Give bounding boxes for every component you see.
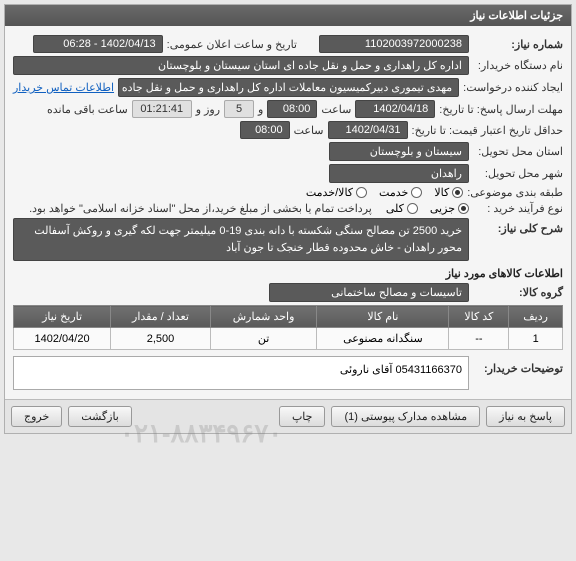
purchase-radio-partial[interactable]: جزیی: [430, 202, 469, 215]
send-deadline-date: 1402/04/18: [355, 100, 435, 118]
buyer-org-value: اداره کل راهداری و حمل و نقل جاده ای است…: [13, 56, 469, 75]
cell-idx: 1: [509, 328, 563, 350]
remain-days: 5: [224, 100, 254, 118]
footer-bar: پاسخ به نیاز مشاهده مدارک پیوستی (1) چاپ…: [5, 399, 571, 433]
need-no-label: شماره نیاز:: [473, 38, 563, 51]
purchase-radio-group: جزیی کلی: [386, 202, 469, 215]
remain-time: 01:21:41: [132, 100, 192, 118]
th-qty: تعداد / مقدار: [111, 306, 211, 328]
price-valid-label: حداقل تاریخ اعتبار قیمت: تا تاریخ:: [412, 124, 563, 137]
topic-radio-both[interactable]: کالا/خدمت: [306, 186, 367, 199]
topic-radio-service[interactable]: خدمت: [379, 186, 422, 199]
th-name: نام کالا: [317, 306, 449, 328]
attachments-button[interactable]: مشاهده مدارک پیوستی (1): [331, 406, 480, 427]
announce-value: 1402/04/13 - 06:28: [33, 35, 163, 53]
price-valid-date: 1402/04/31: [328, 121, 408, 139]
topic-radio-group: کالا خدمت کالا/خدمت: [306, 186, 463, 199]
payment-note: پرداخت تمام یا بخشی از مبلغ خرید،از محل …: [29, 202, 372, 215]
cell-date: 1402/04/20: [14, 328, 111, 350]
cell-code: --: [449, 328, 509, 350]
table-row[interactable]: 1 -- سنگدانه مصنوعی تن 2,500 1402/04/20: [14, 328, 563, 350]
topic-radio-goods[interactable]: کالا: [434, 186, 463, 199]
need-no-value: 1102003972000238: [319, 35, 469, 53]
time-label-1: ساعت: [321, 103, 351, 116]
buyer-notes-label: توضیحات خریدار:: [473, 356, 563, 375]
back-button[interactable]: بازگشت: [68, 406, 132, 427]
items-table: ردیف کد کالا نام کالا واحد شمارش تعداد /…: [13, 305, 563, 350]
panel-body: شماره نیاز: 1102003972000238 تاریخ و ساع…: [5, 26, 571, 399]
panel-title: جزئیات اطلاعات نیاز: [5, 5, 571, 26]
radio-dot-icon: [356, 187, 367, 198]
contact-link[interactable]: اطلاعات تماس خریدار: [13, 81, 114, 94]
exit-button[interactable]: خروج: [11, 406, 62, 427]
requester-label: ایجاد کننده درخواست:: [463, 81, 563, 94]
cell-name: سنگدانه مصنوعی: [317, 328, 449, 350]
requester-value: مهدی تیموری دبیرکمیسیون معاملات اداره کل…: [118, 78, 459, 97]
city-value: راهدان: [329, 164, 469, 183]
items-section-title: اطلاعات کالاهای مورد نیاز: [13, 267, 563, 280]
respond-button[interactable]: پاسخ به نیاز: [486, 406, 565, 427]
radio-dot-icon: [458, 203, 469, 214]
desc-label: شرح کلی نیاز:: [473, 218, 563, 235]
goods-group-value: تاسیسات و مصالح ساختمانی: [269, 283, 469, 302]
city-label: شهر محل تحویل:: [473, 167, 563, 180]
buyer-org-label: نام دستگاه خریدار:: [473, 59, 563, 72]
purchase-radio-partial-label: جزیی: [430, 202, 455, 215]
desc-value: خرید 2500 تن مصالح سنگی شکسته با دانه بن…: [13, 218, 469, 261]
province-label: استان محل تحویل:: [473, 145, 563, 158]
purchase-radio-total[interactable]: کلی: [386, 202, 418, 215]
topic-radio-service-label: خدمت: [379, 186, 408, 199]
send-deadline-label: مهلت ارسال پاسخ: تا تاریخ:: [439, 103, 563, 116]
time-label-2: ساعت: [294, 124, 324, 137]
th-date: تاریخ نیاز: [14, 306, 111, 328]
topic-radio-goods-label: کالا: [434, 186, 449, 199]
details-panel: جزئیات اطلاعات نیاز شماره نیاز: 11020039…: [4, 4, 572, 434]
cell-unit: تن: [210, 328, 317, 350]
table-header-row: ردیف کد کالا نام کالا واحد شمارش تعداد /…: [14, 306, 563, 328]
footer-spacer: [138, 406, 273, 427]
send-deadline-time: 08:00: [267, 100, 317, 118]
th-unit: واحد شمارش: [210, 306, 317, 328]
topic-cat-label: طبقه بندی موضوعی:: [467, 186, 563, 199]
topic-radio-both-label: کالا/خدمت: [306, 186, 353, 199]
cell-qty: 2,500: [111, 328, 211, 350]
goods-group-label: گروه کالا:: [473, 286, 563, 299]
th-row: ردیف: [509, 306, 563, 328]
remain-day-lbl: روز و: [196, 103, 220, 116]
remain-suffix: ساعت باقی مانده: [47, 103, 128, 116]
announce-label: تاریخ و ساعت اعلان عمومی:: [167, 38, 297, 51]
radio-dot-icon: [452, 187, 463, 198]
print-button[interactable]: چاپ: [279, 406, 326, 427]
th-code: کد کالا: [449, 306, 509, 328]
buyer-notes-value: 05431166370 آقای ناروئی: [13, 356, 469, 390]
purchase-radio-total-label: کلی: [386, 202, 404, 215]
province-value: سیستان و بلوچستان: [329, 142, 469, 161]
remain-and: و: [258, 103, 263, 116]
radio-dot-icon: [411, 187, 422, 198]
purchase-type-label: نوع فرآیند خرید :: [473, 202, 563, 215]
price-valid-time: 08:00: [240, 121, 290, 139]
radio-dot-icon: [407, 203, 418, 214]
